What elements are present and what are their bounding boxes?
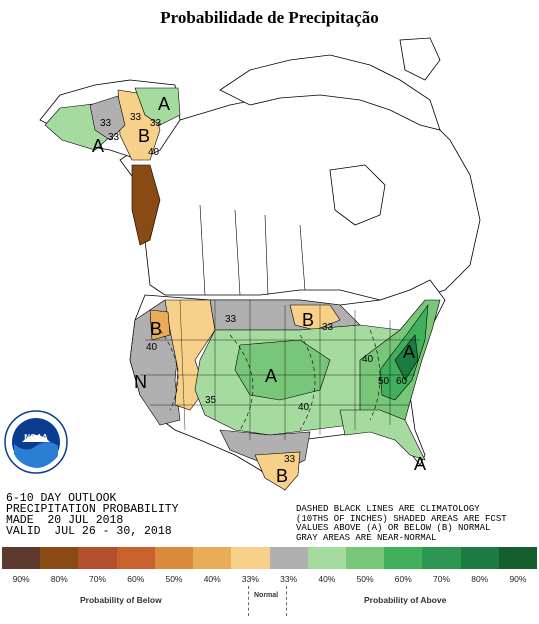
legend-below-label: Probability of Below — [80, 595, 162, 605]
legend-cell — [231, 547, 270, 569]
map-notes: DASHED BLACK LINES ARE CLIMATOLOGY (10TH… — [296, 504, 507, 543]
legend-cell — [460, 547, 499, 569]
legend-label: 90% — [509, 574, 527, 584]
central-40-label: 40 — [298, 402, 310, 413]
central-a-label: A — [265, 366, 277, 386]
outlook-line-1: 6-10 DAY OUTLOOK — [6, 492, 117, 505]
legend-labels: 90% 80% 70% 60% 50% 40% 33% 33% 40% 50% … — [2, 574, 537, 584]
legend-separator-right — [286, 586, 287, 616]
climatology-lines — [159, 329, 381, 431]
alaska-a-label-2: A — [92, 136, 104, 156]
southeast-above-area — [339, 409, 426, 461]
texas-b-label: B — [276, 466, 288, 486]
state-lines — [140, 299, 420, 440]
note-line-4: GRAY AREAS ARE NEAR-NORMAL — [296, 532, 437, 543]
legend-separator-left — [248, 586, 249, 616]
legend-cell — [2, 547, 41, 569]
legend-color-bar — [2, 547, 538, 569]
note-line-2: (10THS OF INCHES) SHADED AREAS ARE FCST — [296, 513, 507, 524]
legend-cell — [498, 547, 538, 569]
legend-cell — [154, 547, 194, 569]
note-line-3: VALUES ABOVE (A) OR BELOW (B) NORMAL — [296, 523, 491, 533]
west-40-label: 40 — [146, 342, 158, 353]
legend-cell — [307, 547, 346, 569]
legend-label: 80% — [471, 574, 489, 584]
legend-cell — [193, 547, 232, 569]
noaa-logo: NOAA — [4, 410, 68, 479]
legend-label: 80% — [50, 574, 68, 584]
legend-label: 90% — [12, 574, 30, 584]
east-above-70 — [394, 334, 419, 381]
note-line-1: DASHED BLACK LINES ARE CLIMATOLOGY — [296, 504, 480, 514]
legend-cell — [422, 547, 461, 569]
alaska-normal-area — [89, 95, 126, 141]
greenland-edge — [399, 37, 441, 81]
east-a-label: A — [403, 342, 415, 362]
legend-label: 70% — [433, 574, 451, 584]
legend-cell — [269, 547, 308, 569]
legend-label: 50% — [165, 574, 183, 584]
hudson-bay — [329, 164, 386, 226]
legend-normal-label: Normal — [254, 592, 279, 599]
legend-cell — [384, 547, 423, 569]
east-60-label: 60 — [396, 376, 408, 387]
east-50-label: 50 — [378, 376, 390, 387]
alaska-a-label-1: A — [158, 94, 170, 114]
legend-label: 50% — [356, 574, 374, 584]
legend-cell — [116, 547, 155, 569]
west-below-core — [149, 309, 171, 341]
legend-cell — [40, 547, 79, 569]
alaska-40-label: 40 — [148, 147, 160, 158]
west-b-label: B — [150, 319, 162, 339]
legend-cell — [345, 547, 385, 569]
north-33-label: 33 — [225, 314, 237, 325]
alaska-b-label: B — [138, 126, 150, 146]
texas-below-area — [254, 451, 301, 491]
texas-33-label: 33 — [284, 454, 296, 465]
legend-label: 40% — [318, 574, 336, 584]
north-b-label: B — [302, 310, 314, 330]
east-40-label: 40 — [362, 354, 374, 365]
north-below-area — [289, 304, 341, 331]
legend-cell — [78, 547, 117, 569]
panhandle-below-area — [131, 164, 161, 246]
alaska-33-label-4: 33 — [108, 132, 120, 143]
alaska-33-label-1: 33 — [100, 118, 112, 129]
alaska-33-label-2: 33 — [130, 112, 142, 123]
map-title: Probabilidade de Precipitação — [160, 8, 379, 27]
arctic-islands — [219, 54, 441, 131]
outlook-line-2: PRECIPITATION PROBABILITY — [6, 503, 179, 516]
legend-label: 70% — [89, 574, 107, 584]
outlook-line-3: MADE 20 JUL 2018 — [6, 514, 124, 527]
legend-label: 33% — [280, 574, 298, 584]
west-35-label: 35 — [205, 395, 217, 406]
legend-above-label: Probability of Above — [364, 595, 447, 605]
legend-label: 33% — [241, 574, 259, 584]
legend-label: 40% — [203, 574, 221, 584]
outlook-line-4: VALID JUL 26 - 30, 2018 — [6, 525, 172, 538]
alaska-33-label-3: 33 — [150, 118, 162, 129]
legend-label: 60% — [127, 574, 145, 584]
noaa-logo-text: NOAA — [24, 433, 48, 442]
north-33b-label: 33 — [322, 322, 334, 333]
precipitation-outlook-map: A A B 33 33 33 33 40 B N 40 35 33 B 33 A… — [39, 37, 481, 491]
southeast-a-label: A — [414, 454, 426, 474]
alaska-above-area-ne — [134, 87, 181, 126]
legend-label: 60% — [394, 574, 412, 584]
outlook-info: 6-10 DAY OUTLOOK PRECIPITATION PROBABILI… — [6, 492, 179, 538]
west-n-label: N — [134, 372, 147, 392]
province-lines — [199, 204, 306, 296]
